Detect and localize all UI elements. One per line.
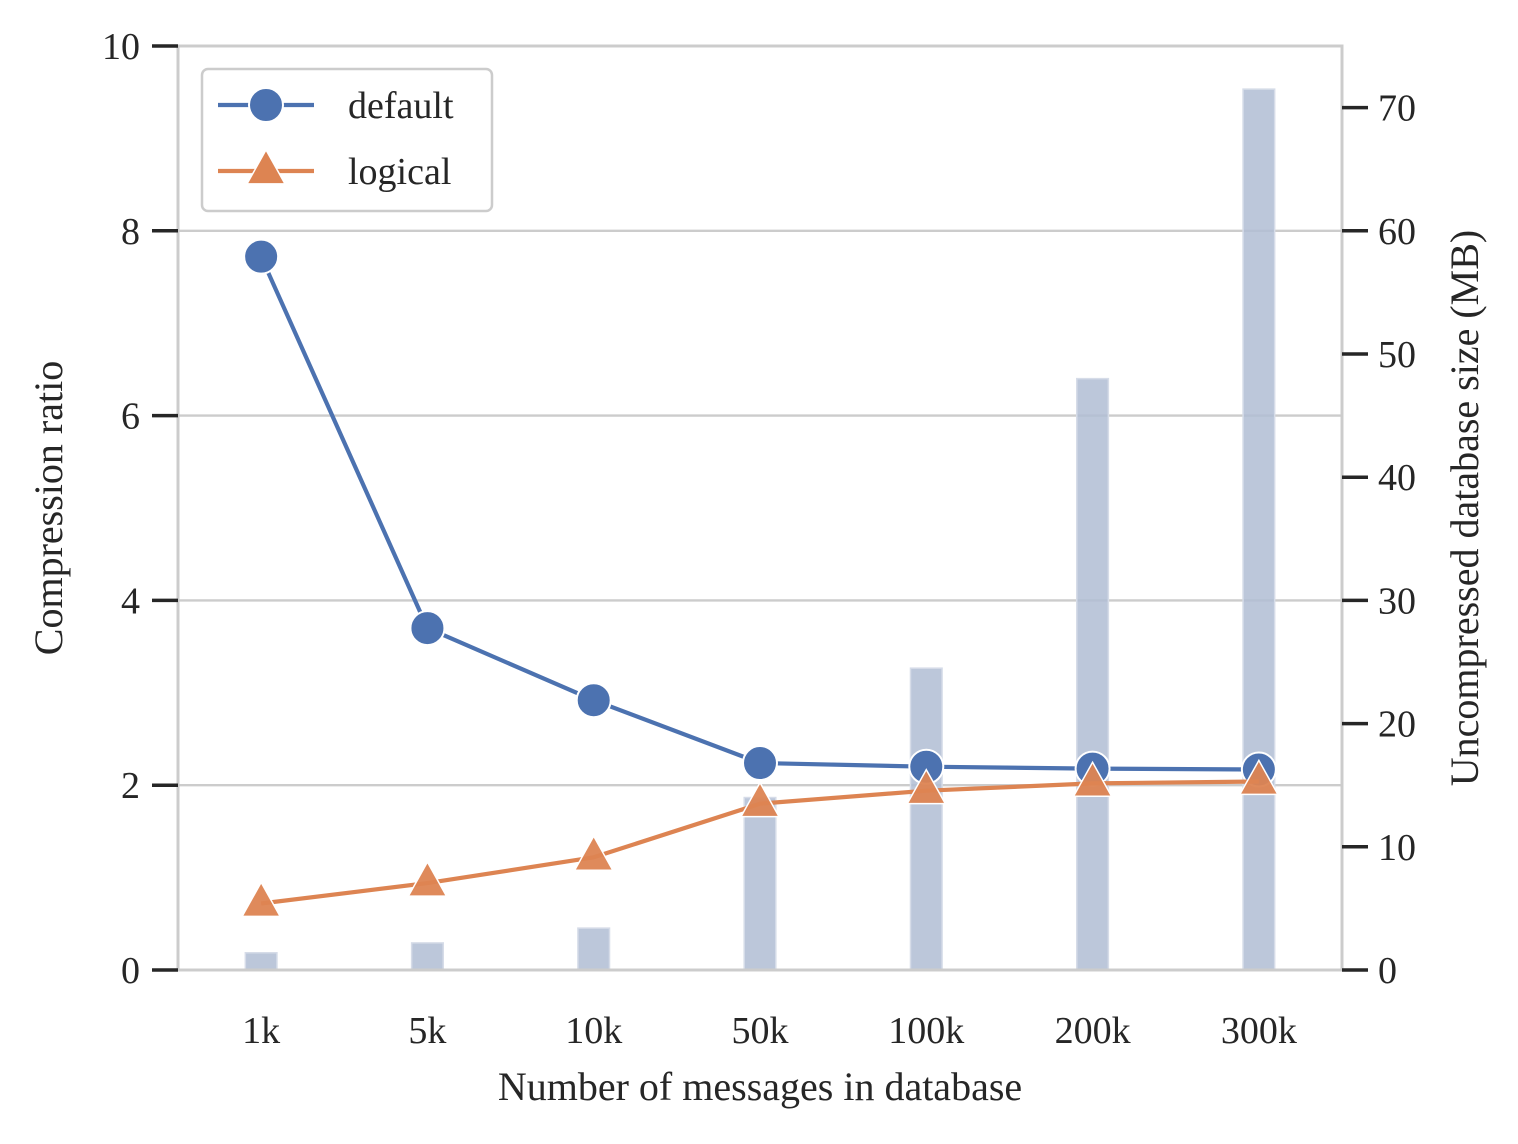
database-size-bars <box>244 88 1276 971</box>
y-axis-title-right: Uncompressed database size (MB) <box>1442 230 1487 786</box>
x-tick-label: 50k <box>732 1010 789 1052</box>
series-lines <box>240 238 1280 918</box>
x-tick-label: 200k <box>1055 1010 1131 1052</box>
plot-frame <box>176 44 1344 972</box>
size-bar <box>410 942 444 971</box>
y-tick-label-left: 10 <box>102 26 140 68</box>
y-tick-label-right: 0 <box>1378 950 1397 992</box>
grid-lines <box>178 229 1342 787</box>
marker-logical <box>407 860 448 897</box>
size-bar <box>743 796 777 971</box>
marker-logical <box>739 781 781 818</box>
marker-default <box>742 745 778 782</box>
y-tick-label-right: 50 <box>1378 334 1416 376</box>
x-tick-label: 5k <box>408 1010 446 1052</box>
size-bar <box>909 667 943 971</box>
y-tick-label-left: 2 <box>121 765 140 807</box>
marker-logical <box>1238 758 1280 796</box>
marker-default <box>243 238 280 275</box>
size-bar <box>244 952 278 971</box>
marker-logical <box>1072 760 1113 798</box>
y-tick-label-left: 8 <box>121 211 140 253</box>
y-tick-label-right: 10 <box>1378 827 1416 869</box>
plot-border <box>176 44 1344 972</box>
marker-logical <box>240 880 282 918</box>
size-bar <box>577 927 611 971</box>
legend-marker-logical <box>245 148 287 185</box>
legend-label-default: default <box>348 85 454 127</box>
y-tick-label-right: 70 <box>1378 88 1416 130</box>
axis-ticks: 0 2 4 6 8 10 0 10 20 30 40 50 60 70 1k 5k 10k 50k 100k 200k… <box>102 26 1416 1052</box>
marker-logical <box>906 768 947 805</box>
y-tick-label-right: 30 <box>1378 580 1416 622</box>
series-line-default <box>259 255 1259 772</box>
x-axis-title: Number of messages in database <box>498 1064 1022 1109</box>
legend-marker-default <box>248 87 284 123</box>
size-bar <box>1242 88 1276 971</box>
x-tick-label: 1k <box>242 1010 280 1052</box>
y-tick-label-left: 0 <box>121 950 140 992</box>
y-tick-label-right: 20 <box>1378 704 1416 746</box>
y-tick-label-right: 60 <box>1378 211 1416 253</box>
size-bar <box>1076 377 1110 971</box>
y-tick-label-left: 4 <box>121 580 140 622</box>
y-tick-label-left: 6 <box>121 396 140 438</box>
x-tick-label: 100k <box>888 1010 964 1052</box>
marker-logical <box>573 834 614 871</box>
x-tick-label: 300k <box>1221 1010 1297 1052</box>
legend-label-logical: logical <box>348 151 451 193</box>
marker-default <box>409 610 446 647</box>
marker-default <box>575 682 612 719</box>
y-tick-label-right: 40 <box>1378 457 1416 499</box>
y-axis-title-left: Compression ratio <box>26 361 71 655</box>
x-tick-label: 10k <box>565 1010 622 1052</box>
legend: default logical <box>200 67 494 213</box>
